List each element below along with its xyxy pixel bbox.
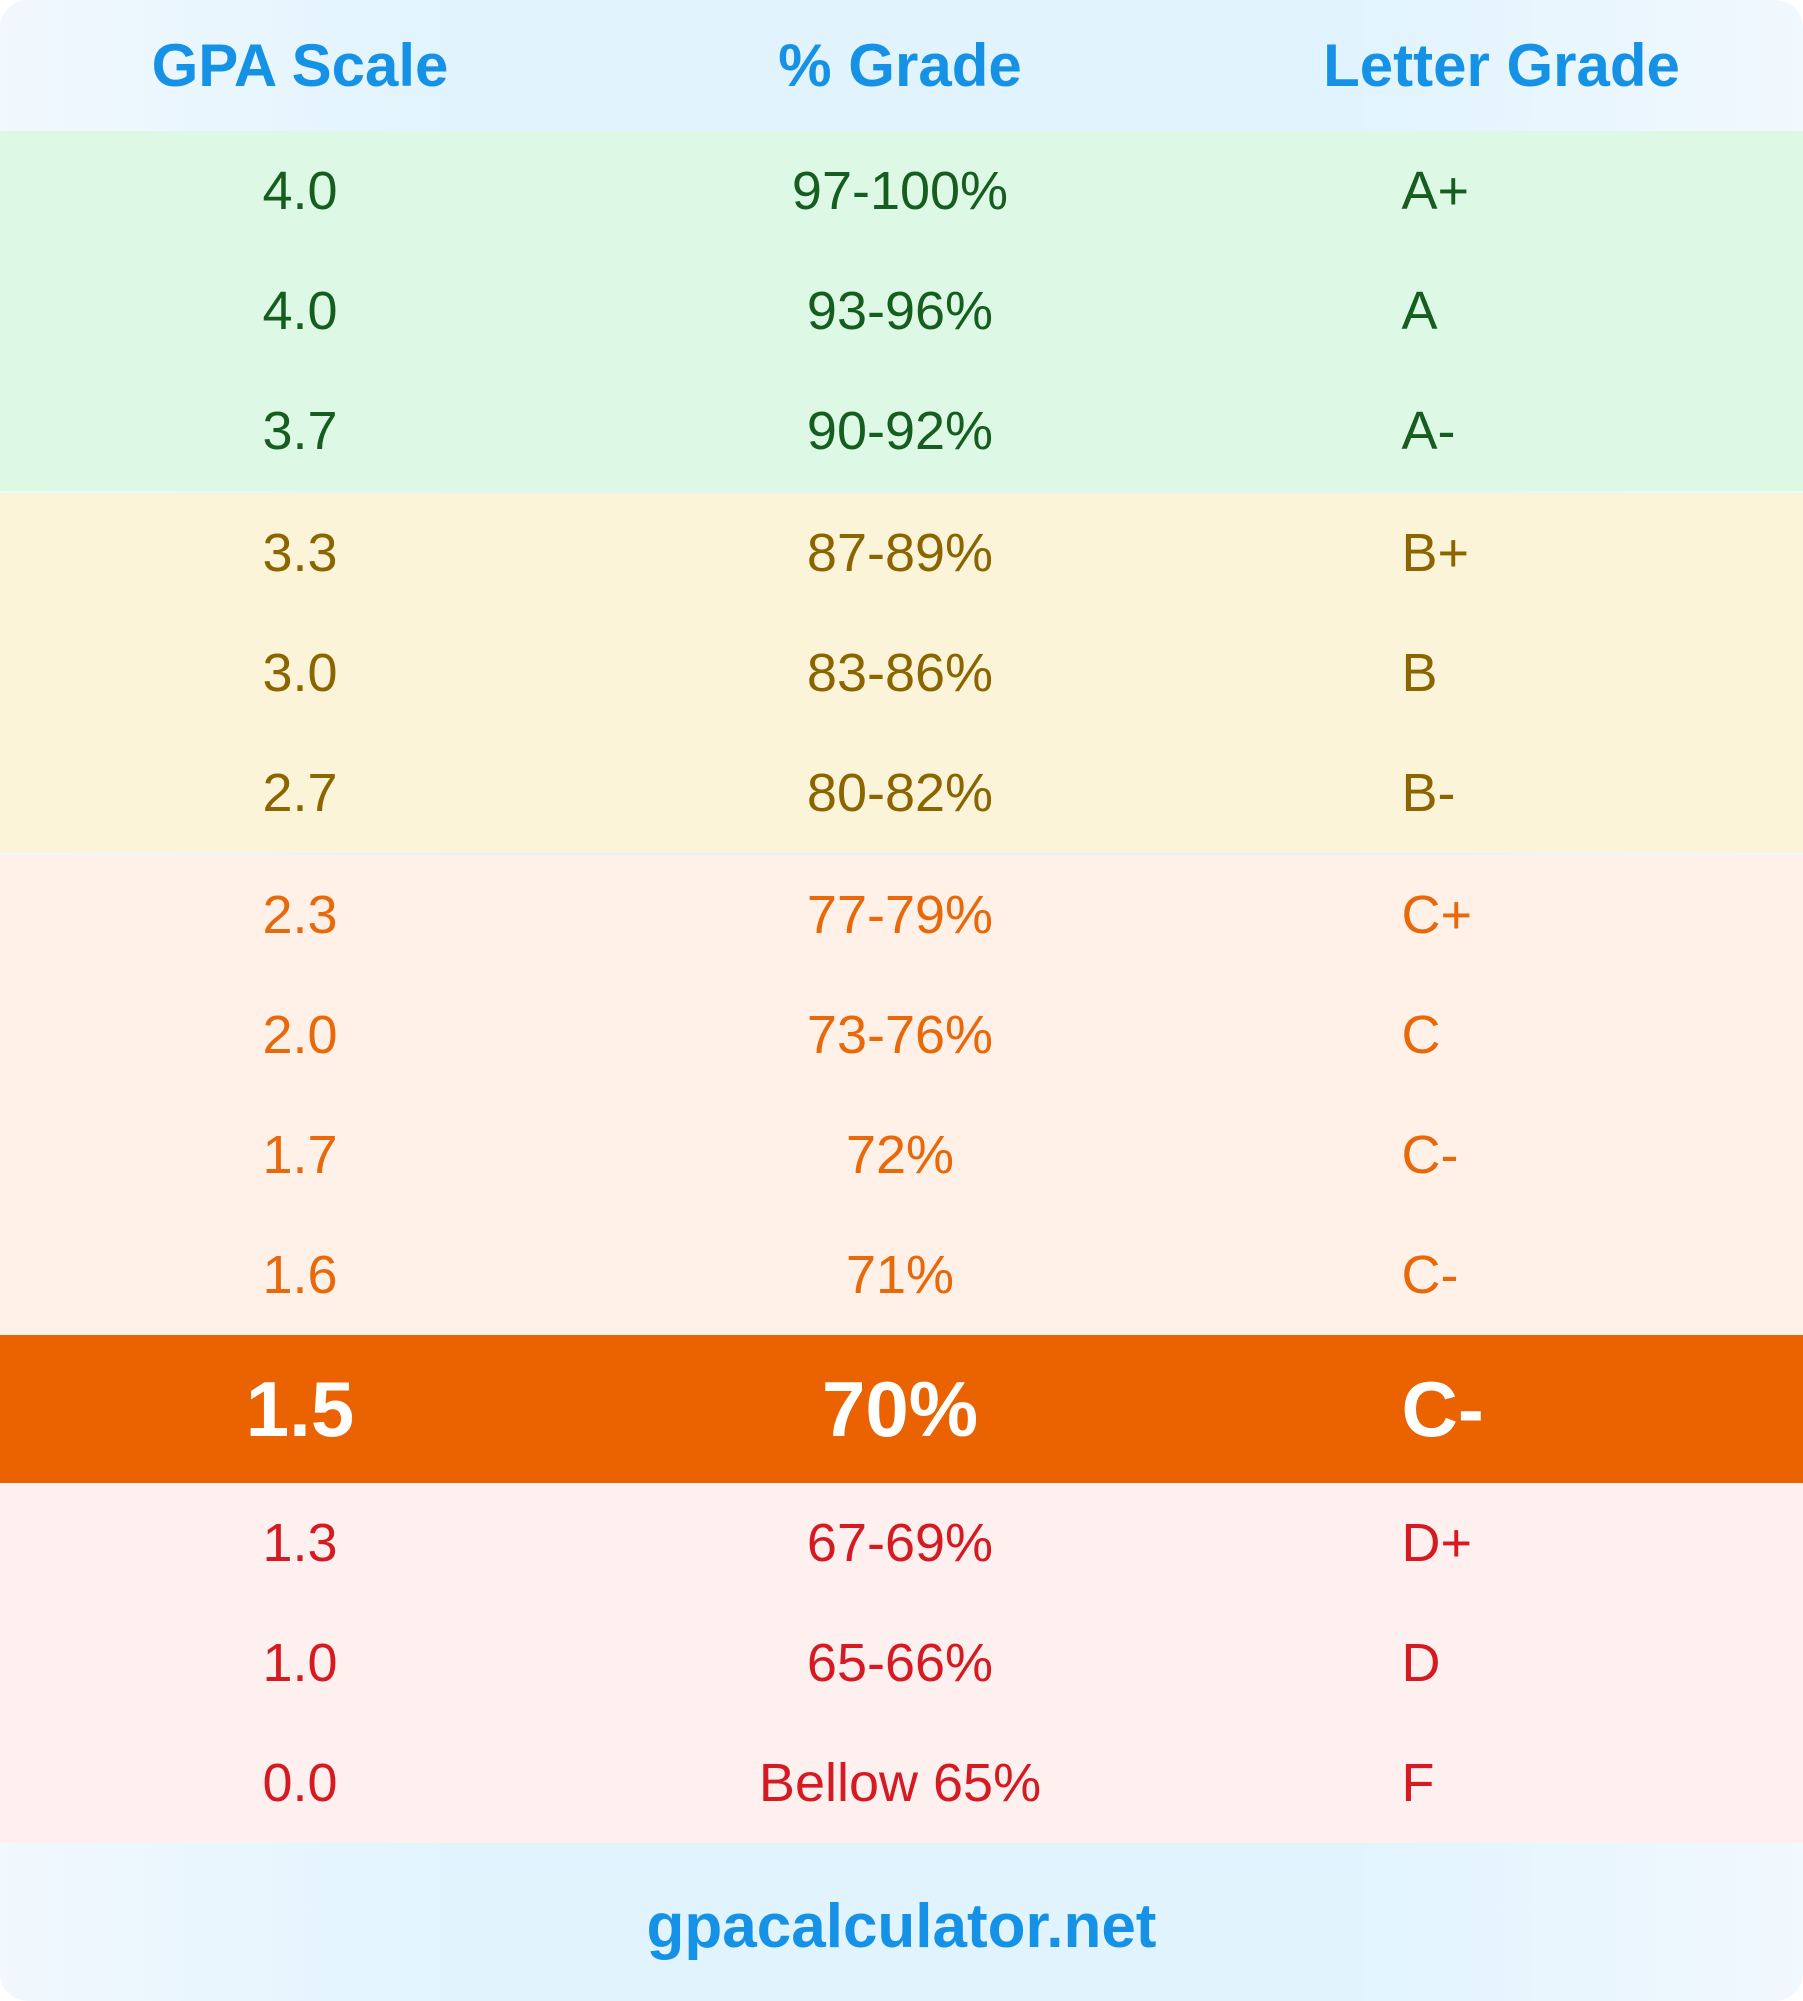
table-row: 2.0 73-76% C: [0, 975, 1803, 1095]
gpa-cell: 3.3: [262, 523, 338, 583]
table-row: 0.0 Bellow 65% F: [0, 1723, 1803, 1843]
table-row: 1.0 65-66% D: [0, 1603, 1803, 1723]
percent-cell: 65-66%: [806, 1633, 994, 1693]
percent-cell: 67-69%: [806, 1513, 994, 1573]
percent-cell: 93-96%: [806, 281, 994, 341]
gpa-cell: 1.3: [262, 1513, 338, 1573]
percent-cell: 97-100%: [791, 161, 1009, 221]
percent-cell: 73-76%: [806, 1005, 994, 1065]
percent-cell: 87-89%: [806, 523, 994, 583]
letter-cell: B: [1401, 643, 1438, 703]
table-row: 1.3 67-69% D+: [0, 1483, 1803, 1603]
letter-cell: C+: [1401, 885, 1473, 945]
letter-cell: C-: [1401, 1245, 1459, 1305]
letter-cell: C: [1401, 1005, 1441, 1065]
letter-cell: C-: [1401, 1125, 1459, 1185]
table-row: 3.7 90-92% A-: [0, 371, 1803, 491]
gpa-cell: 4.0: [262, 161, 338, 221]
letter-cell: B-: [1401, 763, 1456, 823]
letter-cell: C-: [1401, 1364, 1484, 1453]
percent-cell: 80-82%: [806, 763, 994, 823]
percent-cell: 71%: [845, 1245, 955, 1305]
letter-cell: B+: [1401, 523, 1470, 583]
table-row: 4.0 97-100% A+: [0, 131, 1803, 251]
table-row: 2.3 77-79% C+: [0, 855, 1803, 975]
letter-cell: D: [1401, 1633, 1441, 1693]
percent-cell: 70%: [821, 1364, 979, 1453]
group-d: 1.3 67-69% D+ 1.0 65-66% D 0.0 Bellow 65% F: [0, 1483, 1803, 1843]
header-gpa-scale: GPA Scale: [151, 32, 449, 99]
gpa-cell: 2.0: [262, 1005, 338, 1065]
header-letter-grade: Letter Grade: [1323, 32, 1680, 99]
percent-cell: 72%: [845, 1125, 955, 1185]
gpa-cell: 2.7: [262, 763, 338, 823]
table-header: GPA Scale % Grade Letter Grade: [0, 0, 1803, 131]
site-footer: gpacalculator.net: [0, 1851, 1803, 2001]
gpa-cell: 3.0: [262, 643, 338, 703]
letter-cell: F: [1401, 1753, 1435, 1813]
table-row: 1.7 72% C-: [0, 1095, 1803, 1215]
letter-cell: A+: [1401, 161, 1470, 221]
header-percent-grade: % Grade: [778, 32, 1022, 99]
table-row: 1.6 71% C-: [0, 1215, 1803, 1335]
letter-cell: D+: [1401, 1513, 1473, 1573]
group-b: 3.3 87-89% B+ 3.0 83-86% B 2.7 80-82% B-: [0, 493, 1803, 853]
table-row: 3.3 87-89% B+: [0, 493, 1803, 613]
percent-cell: 77-79%: [806, 885, 994, 945]
percent-cell: 83-86%: [806, 643, 994, 703]
gpa-cell: 1.0: [262, 1633, 338, 1693]
site-url: gpacalculator.net: [646, 1891, 1157, 1961]
gpa-cell: 1.6: [262, 1245, 338, 1305]
group-c: 2.3 77-79% C+ 2.0 73-76% C 1.7 72% C- 1.6 71% C-: [0, 855, 1803, 1335]
highlighted-row: 1.5 70% C-: [0, 1335, 1803, 1483]
letter-cell: A: [1401, 281, 1438, 341]
gpa-cell: 1.7: [262, 1125, 338, 1185]
gpa-cell: 3.7: [262, 401, 338, 461]
table-row: 3.0 83-86% B: [0, 613, 1803, 733]
gpa-cell: 0.0: [262, 1753, 338, 1813]
percent-cell: Bellow 65%: [758, 1753, 1042, 1813]
group-a: 4.0 97-100% A+ 4.0 93-96% A 3.7 90-92% A-: [0, 131, 1803, 491]
table-row: 4.0 93-96% A: [0, 251, 1803, 371]
gpa-cell: 4.0: [262, 281, 338, 341]
gpa-cell: 1.5: [245, 1364, 355, 1453]
table-row: 2.7 80-82% B-: [0, 733, 1803, 853]
percent-cell: 90-92%: [806, 401, 994, 461]
gpa-cell: 2.3: [262, 885, 338, 945]
letter-cell: A-: [1401, 401, 1456, 461]
